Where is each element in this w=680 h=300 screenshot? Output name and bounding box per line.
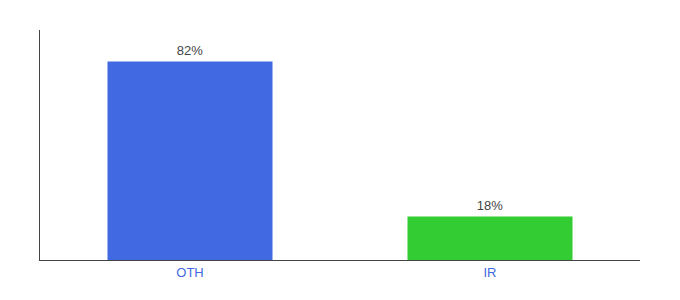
svg-text:82%: 82% xyxy=(177,43,203,58)
svg-text:18%: 18% xyxy=(477,198,503,213)
svg-text:OTH: OTH xyxy=(176,265,203,280)
svg-text:IR: IR xyxy=(484,265,497,280)
